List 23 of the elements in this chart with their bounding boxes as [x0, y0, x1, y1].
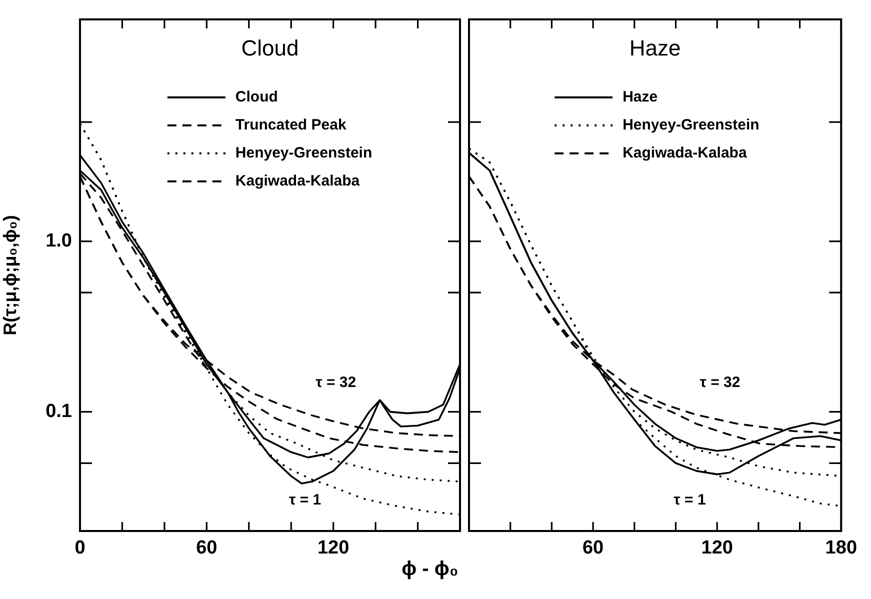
x-tick-label: 60 [196, 538, 218, 559]
x-tick-label: 120 [317, 538, 350, 559]
legend-label: Truncated Peak [235, 116, 347, 134]
annotation: τ = 32 [700, 374, 740, 391]
legend-label: Henyey-Greenstein [235, 144, 372, 162]
x-axis-title: ϕ - ϕ₀ [400, 558, 460, 581]
x-tick-label: 180 [825, 538, 857, 559]
legend-label: Kagiwada-Kalaba [622, 144, 748, 162]
annotation: τ = 32 [316, 374, 356, 391]
legend-label: Haze [622, 88, 658, 106]
y-axis-title: R(τ;μ,ϕ;μ₀,ϕ₀) [0, 215, 20, 336]
legend-label: Kagiwada-Kalaba [235, 172, 360, 190]
legend-label: Cloud [235, 88, 278, 106]
y-tick-label: 0.1 [46, 401, 72, 422]
text: Cloud [241, 35, 299, 60]
annotation: τ = 1 [289, 491, 322, 508]
annotation: τ = 1 [674, 491, 706, 508]
x-tick-label: 60 [582, 538, 604, 559]
x-tick-label: 120 [701, 538, 733, 559]
x-tick-label: 0 [74, 538, 86, 559]
text: Haze [629, 35, 681, 60]
legend-label: Henyey-Greenstein [622, 116, 760, 134]
y-tick-label: 1.0 [46, 230, 72, 252]
